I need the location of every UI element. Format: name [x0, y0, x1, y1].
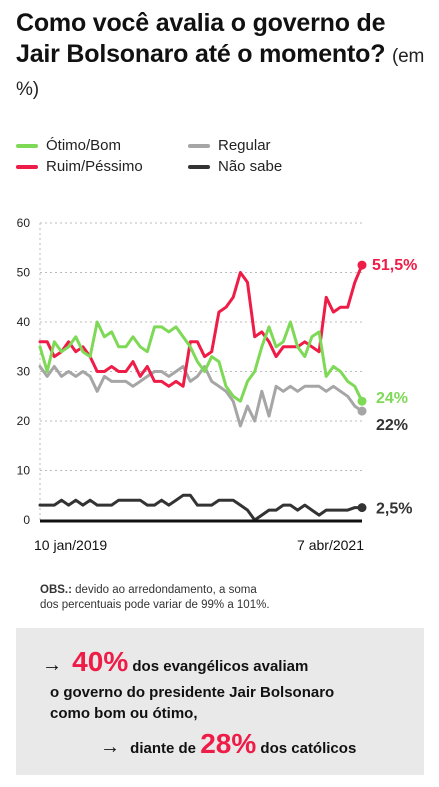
legend-item-otimo-bom: Ótimo/Bom — [16, 137, 121, 154]
line-chart: 0 10 20 30 40 50 60 24% 51,5% 22% 2,5% 10 jan/201… — [17, 216, 418, 553]
callout-text1: dos evangélicos avaliam — [132, 658, 309, 675]
end-label-ruim-pessimo: 51,5% — [372, 257, 417, 274]
y-tick-label: 60 — [17, 216, 31, 230]
arrow-icon: → — [100, 736, 120, 758]
series-otimo-bom — [38, 320, 364, 403]
y-tick-label: 20 — [17, 414, 31, 428]
chart-title-unit: (em %) — [16, 46, 425, 100]
legend-swatch-regular — [188, 143, 210, 148]
y-axis-ticks: 0 10 20 30 40 50 60 — [17, 216, 31, 527]
chart-title-text: Como você avalia o governo de Jair Bolso… — [16, 9, 386, 68]
y-tick-label: 50 — [17, 266, 31, 280]
obs-label: OBS.: — [40, 584, 72, 596]
series-regular — [38, 365, 364, 428]
legend-label-otimo-bom: Ótimo/Bom — [46, 137, 122, 154]
y-tick-label: 0 — [23, 513, 30, 527]
legend-label-nao-sabe: Não sabe — [218, 158, 283, 175]
x-label-end: 7 abr/2021 — [297, 537, 364, 553]
legend-swatch-nao-sabe — [188, 164, 210, 169]
obs-line2: dos percentuais pode variar de 99% a 101… — [40, 599, 270, 611]
end-label-nao-sabe: 2,5% — [376, 501, 412, 518]
y-tick-label: 10 — [17, 464, 31, 478]
legend: Ótimo/Bom Regular Ruim/Péssimo Não sabe — [16, 137, 436, 181]
callout-big2: 28% — [200, 728, 257, 759]
callout-text4: diante de — [130, 740, 197, 757]
y-tick-label: 30 — [17, 365, 31, 379]
series-nao-sabe — [38, 493, 364, 522]
series-regular-end-dot — [357, 406, 367, 416]
legend-item-regular: Regular — [188, 137, 271, 154]
callout-big1: 40% — [72, 646, 129, 677]
end-labels: 24% 51,5% 22% 2,5% — [372, 257, 417, 518]
end-label-otimo-bom: 24% — [376, 390, 408, 407]
callout-line1: → 40% dos evangélicos avaliam — [42, 646, 308, 678]
callout-line3: como bom ou ótimo, — [50, 705, 198, 722]
legend-label-regular: Regular — [218, 137, 271, 154]
obs-line1: devido ao arredondamento, a soma — [75, 584, 257, 596]
arrow-icon: → — [42, 654, 62, 676]
callout-box: → 40% dos evangélicos avaliam o governo … — [16, 628, 424, 775]
legend-item-nao-sabe: Não sabe — [188, 158, 282, 175]
legend-item-ruim-pessimo: Ruim/Péssimo — [16, 158, 143, 175]
legend-swatch-otimo-bom — [16, 143, 38, 148]
obs-note: OBS.: devido ao arredondamento, a soma d… — [40, 583, 420, 613]
callout-line4: → diante de 28% dos católicos — [100, 728, 356, 760]
chart-title: Como você avalia o governo de Jair Bolso… — [16, 8, 426, 105]
y-tick-label: 40 — [17, 315, 31, 329]
callout-text5: dos católicos — [260, 740, 357, 757]
legend-label-ruim-pessimo: Ruim/Péssimo — [46, 158, 143, 175]
x-label-start: 10 jan/2019 — [34, 537, 107, 553]
callout-line2: o governo do presidente Jair Bolsonaro — [50, 684, 335, 701]
series-nao-sabe-end-dot — [357, 503, 367, 513]
series-ruim-pessimo-end-dot — [357, 260, 367, 270]
legend-swatch-ruim-pessimo — [16, 164, 38, 169]
end-label-regular: 22% — [376, 417, 408, 434]
series-otimo-bom-end-dot — [357, 396, 367, 406]
series-lines — [38, 260, 367, 522]
